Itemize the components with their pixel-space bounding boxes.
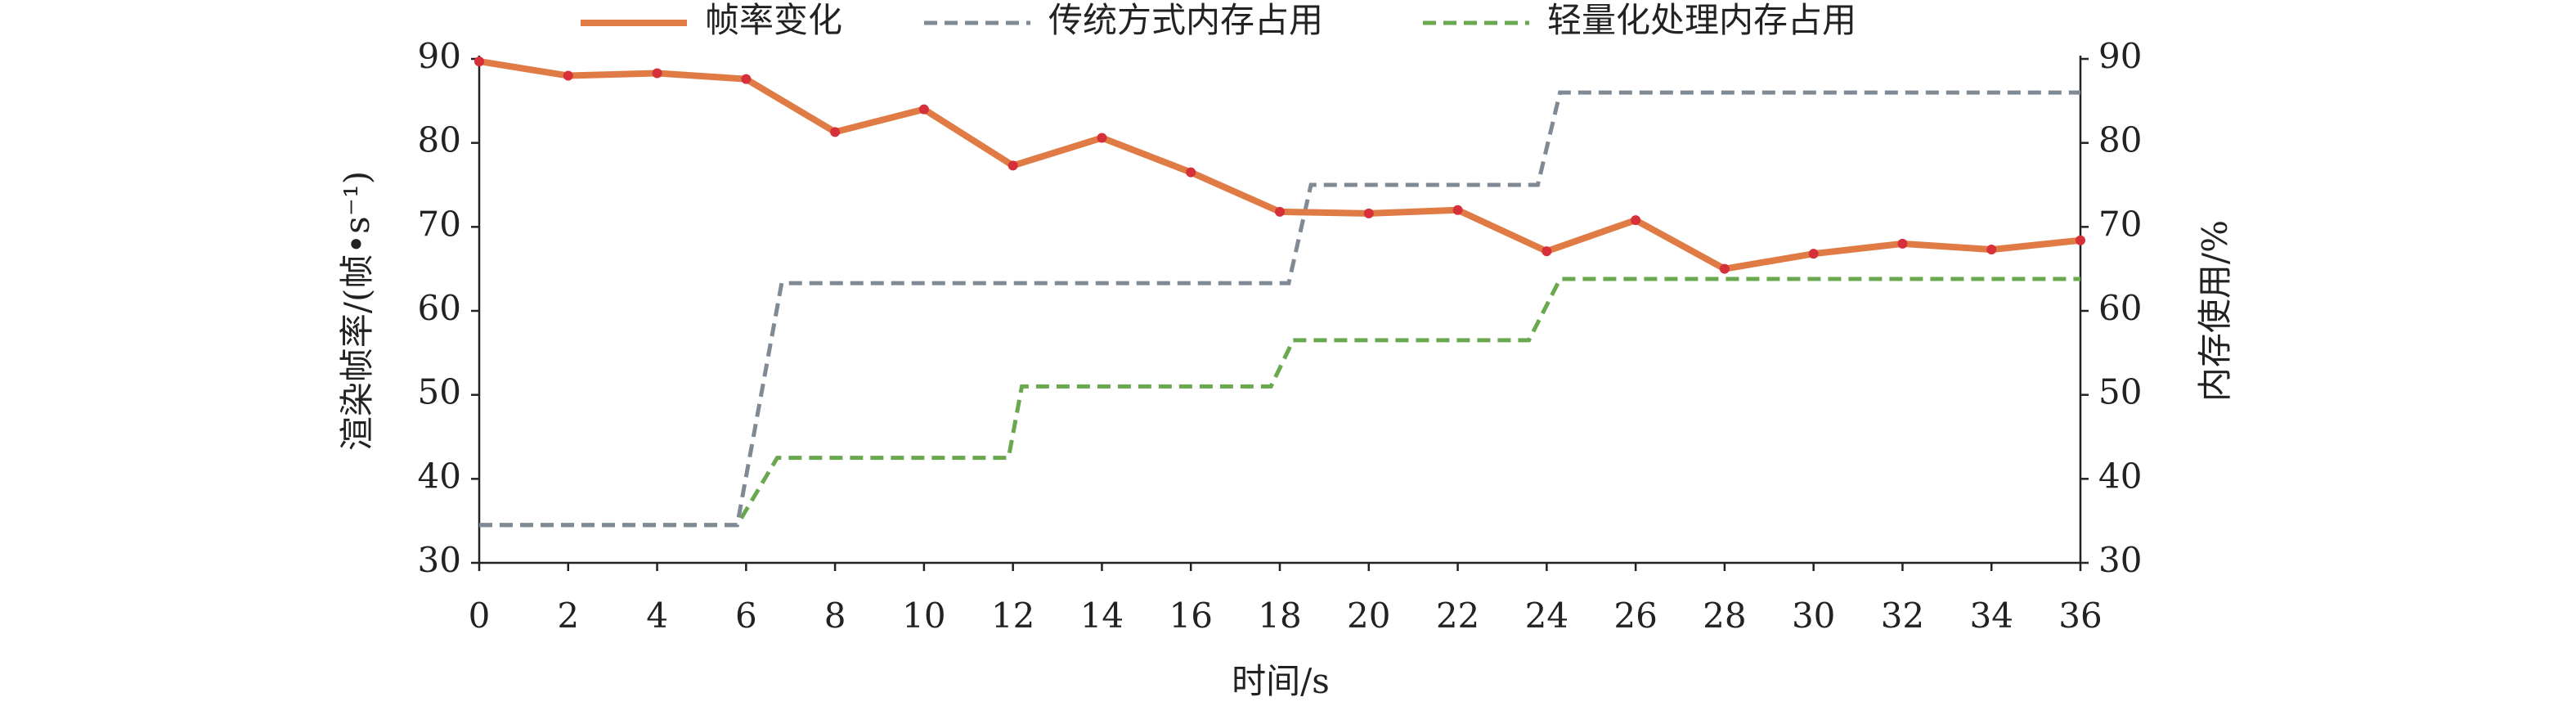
x-tick-label: 26 — [1613, 596, 1657, 636]
y2-tick-label: 70 — [2098, 204, 2142, 244]
y2-tick-label: 50 — [2098, 372, 2142, 412]
legend-label: 传统方式内存占用 — [1048, 0, 1323, 40]
x-tick-label: 0 — [469, 596, 491, 636]
x-axis-label: 时间/s — [1232, 661, 1330, 701]
series-line — [478, 58, 2081, 272]
x-tick-label: 18 — [1258, 596, 1301, 636]
y2-tick-label: 90 — [2098, 36, 2142, 76]
y-axis-label: 渲染帧率/(帧•s⁻¹) — [337, 171, 377, 451]
x-tick-label: 10 — [902, 596, 945, 636]
x-tick-label: 36 — [2058, 596, 2102, 636]
x-tick-label: 34 — [1969, 596, 2013, 636]
x-tick-label: 30 — [1792, 596, 1835, 636]
y-tick-label: 90 — [418, 36, 461, 76]
marker — [2076, 235, 2085, 245]
y-tick-label: 60 — [418, 288, 461, 328]
marker — [652, 68, 662, 79]
y2-axis-label: 内存使用/% — [2195, 220, 2235, 402]
marker — [1542, 246, 1552, 257]
marker — [1452, 205, 1463, 215]
marker — [741, 74, 752, 84]
legend-label: 轻量化处理内存占用 — [1547, 0, 1856, 40]
y2-tick-label: 60 — [2098, 288, 2142, 328]
x-tick-label: 6 — [735, 596, 757, 636]
y2-tick-label: 40 — [2098, 456, 2142, 496]
marker — [1631, 215, 1641, 226]
x-tick-label: 24 — [1525, 596, 1568, 636]
x-tick-label: 4 — [646, 596, 668, 636]
y2-tick-label: 30 — [2098, 540, 2142, 580]
y-tick-label: 40 — [418, 456, 461, 496]
y-tick-label: 30 — [418, 540, 461, 580]
y-tick-label: 50 — [418, 372, 461, 412]
marker — [830, 127, 841, 137]
marker — [1719, 263, 1730, 274]
marker — [1808, 249, 1819, 259]
marker — [1897, 238, 1908, 249]
marker — [1363, 208, 1374, 218]
marker — [563, 70, 573, 81]
x-tick-label: 14 — [1080, 596, 1124, 636]
y2-tick-label: 80 — [2098, 120, 2142, 160]
marker — [1097, 133, 1107, 143]
series-line — [479, 90, 2080, 528]
legend-label: 帧率变化 — [705, 0, 842, 40]
x-tick-label: 22 — [1436, 596, 1479, 636]
y-tick-label: 70 — [418, 204, 461, 244]
x-tick-label: 12 — [991, 596, 1034, 636]
marker — [1008, 160, 1018, 171]
x-tick-label: 28 — [1703, 596, 1746, 636]
marker — [474, 56, 484, 67]
marker — [1186, 167, 1196, 178]
x-tick-label: 2 — [557, 596, 579, 636]
marker — [1986, 245, 1997, 255]
marker — [1275, 206, 1285, 217]
series-line — [479, 277, 2080, 528]
x-tick-label: 32 — [1881, 596, 1924, 636]
x-tick-label: 16 — [1169, 596, 1212, 636]
x-tick-label: 8 — [824, 596, 846, 636]
y-tick-label: 80 — [418, 120, 461, 160]
x-tick-label: 20 — [1347, 596, 1390, 636]
marker — [918, 104, 929, 115]
